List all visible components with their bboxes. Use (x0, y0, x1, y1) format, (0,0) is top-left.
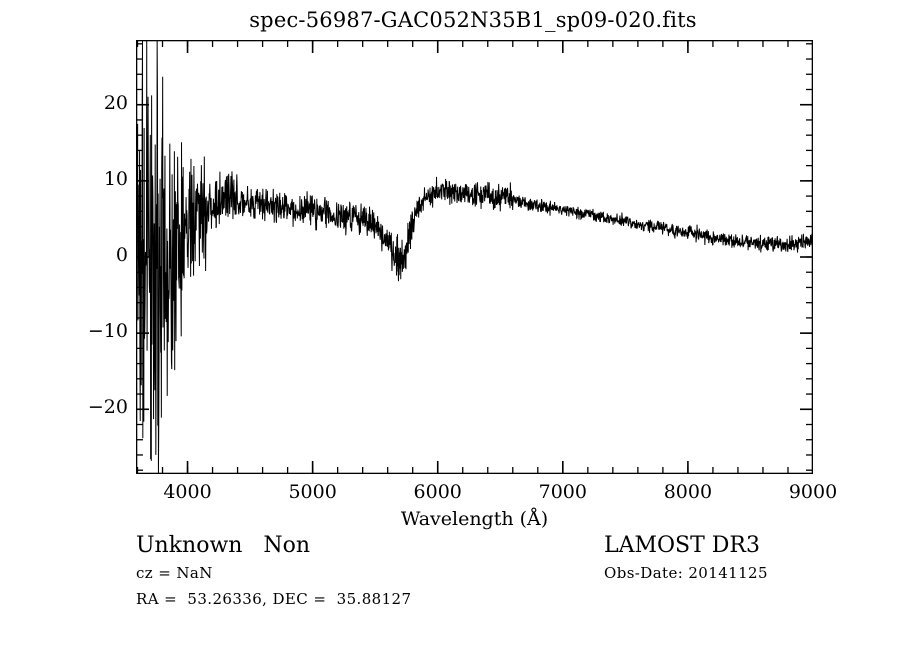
spectrum-trace (136, 40, 813, 474)
x-axis-label: Wavelength (Å) (400, 508, 549, 530)
x-tick-label: 7000 (538, 481, 587, 503)
y-tick-label: 20 (103, 91, 128, 114)
y-tick-label: 10 (103, 167, 128, 190)
y-tick-label: −10 (87, 320, 128, 343)
y-tick-label: 0 (115, 244, 128, 266)
footer-left-block: Unknown Non cz = NaN RA = 53.26336, DEC … (136, 532, 576, 612)
x-tick-label: 4000 (163, 481, 212, 503)
footer-right-block: LAMOST DR3 Obs-Date: 20141125 (604, 532, 894, 586)
chart-plot-area (136, 40, 813, 474)
coordinates-text: RA = 53.26336, DEC = 35.88127 (136, 590, 412, 608)
page-title: spec-56987-GAC052N35B1_sp09-020.fits (249, 8, 697, 32)
x-tick-label: 5000 (288, 481, 337, 503)
y-tick-label: −20 (87, 396, 128, 419)
chart-background (136, 40, 813, 474)
x-tick-label: 9000 (788, 481, 838, 503)
object-class-text: Unknown Non (136, 533, 311, 558)
x-tick-label: 8000 (663, 481, 713, 503)
survey-name-text: LAMOST DR3 (604, 533, 760, 558)
spectrum-chart (136, 40, 813, 474)
chart-frame (136, 40, 813, 474)
obs-date-text: Obs-Date: 20141125 (604, 564, 768, 582)
cz-text: cz = NaN (136, 564, 213, 582)
x-tick-label: 6000 (413, 481, 462, 503)
